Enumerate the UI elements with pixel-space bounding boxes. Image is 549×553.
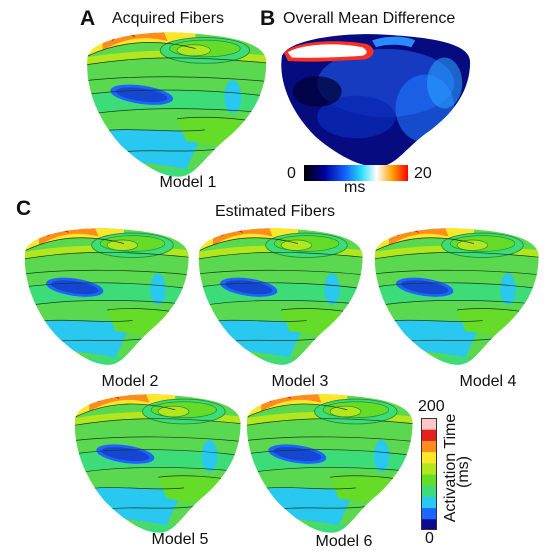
panel-b-title: Overall Mean Difference [283, 10, 456, 27]
panel-a-letter: A [80, 7, 96, 30]
heart-model-1 [84, 30, 270, 178]
heart-model-4 [372, 226, 542, 366]
panel-b-letter: B [260, 7, 276, 30]
caption-model-6: Model 6 [315, 533, 373, 550]
panel-a-title: Acquired Fibers [112, 10, 225, 27]
heart-mean-difference [278, 32, 474, 168]
activation-colorbar-step [421, 496, 437, 509]
activation-colorbar-step [421, 462, 437, 475]
difference-colorbar-min: 0 [287, 165, 296, 182]
difference-colorbar-max: 20 [414, 165, 432, 182]
activation-colorbar-max: 200 [418, 398, 445, 415]
heart-model-6 [244, 392, 416, 534]
caption-model-2: Model 2 [101, 373, 159, 390]
activation-colorbar-step [421, 485, 437, 497]
activation-colorbar [421, 418, 437, 531]
panel-c-letter: C [16, 197, 32, 220]
difference-colorbar [304, 165, 408, 181]
activation-colorbar-step [421, 507, 437, 520]
activation-colorbar-min: 0 [425, 530, 434, 547]
caption-model-4: Model 4 [459, 373, 517, 390]
heart-model-5 [72, 392, 244, 534]
caption-model-1: Model 1 [159, 174, 217, 191]
activation-colorbar-step [421, 474, 437, 486]
difference-colorbar-unit: ms [344, 179, 366, 196]
activation-colorbar-step [421, 429, 437, 441]
activation-colorbar-step [421, 518, 437, 531]
activation-colorbar-step [421, 418, 437, 430]
activation-colorbar-border [421, 418, 437, 530]
caption-model-5: Model 5 [151, 531, 209, 548]
activation-colorbar-unit: (ms) [455, 456, 472, 488]
panel-c-title: Estimated Fibers [215, 203, 336, 220]
activation-colorbar-step [421, 451, 437, 464]
heart-model-2 [22, 226, 192, 366]
heart-model-3 [196, 226, 366, 366]
activation-colorbar-step [421, 440, 437, 453]
caption-model-3: Model 3 [271, 373, 329, 390]
